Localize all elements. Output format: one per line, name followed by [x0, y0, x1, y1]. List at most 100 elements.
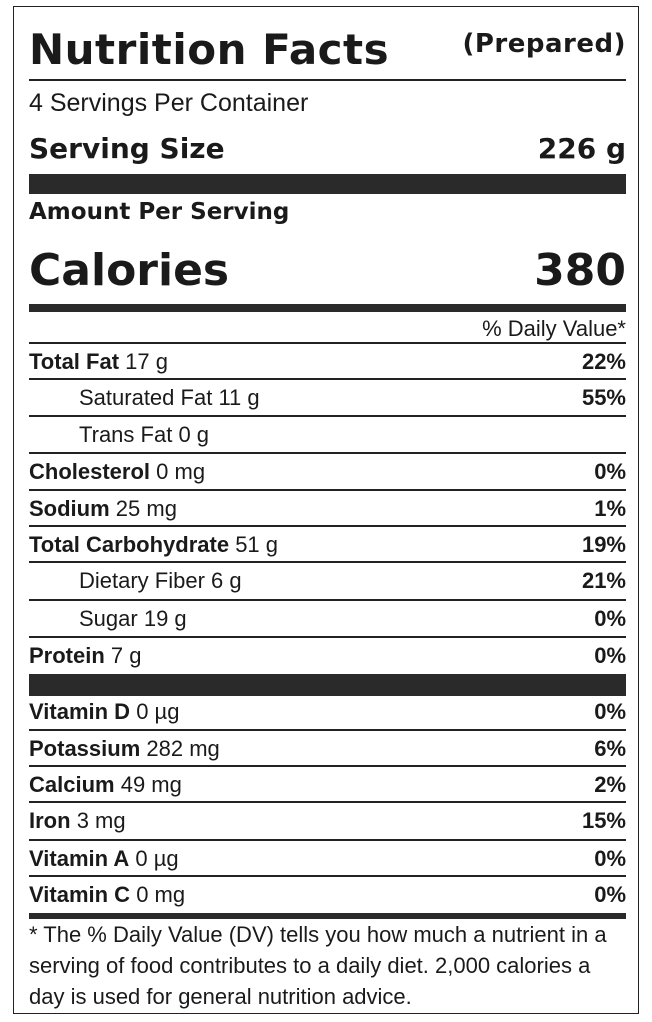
calories-row: Calories 380 [29, 239, 626, 303]
row-divider [29, 801, 626, 803]
thick-divider [29, 174, 626, 194]
row-divider [29, 452, 626, 454]
row-divider [29, 561, 626, 563]
nutrient-amount: 0 g [178, 422, 210, 447]
amount-per-serving: Amount Per Serving [29, 199, 290, 225]
nutrient-name: Total Fat [29, 349, 120, 374]
vitamin-name: Vitamin A [29, 846, 130, 871]
serving-size-value: 226 g [537, 132, 626, 165]
nutrient-name-group: Saturated Fat 11 g [29, 385, 260, 410]
vitamin-row: Calcium 49 mg 2% [29, 767, 626, 803]
footnote: * The % Daily Value (DV) tells you how m… [29, 922, 607, 1009]
nutrient-name-group: Total Fat 17 g [29, 349, 168, 374]
vitamin-daily-value: 0% [594, 699, 626, 724]
vitamin-daily-value: 6% [594, 736, 626, 761]
nutrient-name-group: Trans Fat 0 g [29, 422, 209, 447]
nutrient-name: Sugar [79, 606, 138, 631]
nutrient-amount: 0 mg [156, 459, 206, 484]
nutrient-row: Total Carbohydrate 51 g 19% [29, 527, 626, 563]
nutrient-daily-value: 55% [581, 385, 626, 410]
nutrient-amount: 17 g [125, 349, 168, 374]
nutrient-name: Saturated Fat [79, 385, 213, 410]
calories-label: Calories [29, 245, 230, 296]
nutrient-name-group: Dietary Fiber 6 g [29, 568, 242, 593]
vitamin-row: Potassium 282 mg 6% [29, 731, 626, 767]
divider [29, 79, 626, 81]
row-divider [29, 765, 626, 767]
vitamin-amount: 3 mg [76, 808, 126, 833]
nutrient-amount: 11 g [218, 385, 260, 410]
row-divider [29, 599, 626, 601]
nutrient-name: Protein [29, 643, 105, 668]
label-title: Nutrition Facts (Prepared) [29, 19, 626, 77]
nutrient-row: Sugar 19 g 0% [29, 601, 626, 637]
vitamin-name: Vitamin D [29, 699, 131, 724]
vitamin-row: Vitamin C 0 mg 0% [29, 877, 626, 913]
vitamin-daily-value: 15% [581, 808, 626, 833]
vitamin-amount: 49 mg [120, 772, 182, 797]
row-divider [29, 525, 626, 527]
nutrient-daily-value: 19% [581, 532, 626, 557]
title-subtitle: (Prepared) [462, 29, 626, 59]
nutrient-name-group: Cholesterol 0 mg [29, 459, 205, 484]
title-text: Nutrition Facts [29, 25, 390, 74]
nutrient-name-group: Sodium 25 mg [29, 496, 177, 521]
nutrient-name-group: Sugar 19 g [29, 606, 187, 631]
vitamin-row: Iron 3 mg 15% [29, 803, 626, 839]
row-divider [29, 636, 626, 638]
row-divider [29, 839, 626, 841]
nutrient-row: Dietary Fiber 6 g 21% [29, 563, 626, 599]
vitamin-daily-value: 2% [594, 772, 626, 797]
vitamin-name: Calcium [29, 772, 115, 797]
row-divider [29, 489, 626, 491]
nutrient-daily-value: 0% [594, 643, 626, 668]
row-divider [29, 875, 626, 877]
vitamin-amount: 0 µg [135, 846, 179, 871]
serving-size: Serving Size 226 g [29, 129, 626, 169]
nutrient-amount: 25 mg [115, 496, 177, 521]
nutrient-row: Total Fat 17 g 22% [29, 344, 626, 380]
nutrient-name: Sodium [29, 496, 110, 521]
vitamin-daily-value: 0% [594, 846, 626, 871]
row-divider [29, 342, 626, 344]
nutrition-label: Nutrition Facts (Prepared) 4 Servings Pe… [13, 6, 639, 1014]
daily-value-header: % Daily Value* [482, 316, 626, 341]
nutrient-row: Trans Fat 0 g [29, 417, 626, 453]
servings-per-container: 4 Servings Per Container [29, 89, 309, 117]
vitamin-name: Potassium [29, 736, 141, 761]
nutrient-amount: 51 g [235, 532, 279, 557]
nutrient-name: Total Carbohydrate [29, 532, 230, 557]
nutrient-daily-value: 22% [581, 349, 626, 374]
vitamin-amount: 282 mg [146, 736, 220, 761]
nutrition-label-body: Nutrition Facts (Prepared) 4 Servings Pe… [29, 7, 626, 1013]
nutrient-row: Sodium 25 mg 1% [29, 491, 626, 527]
nutrient-name: Dietary Fiber [79, 568, 205, 593]
vitamin-row: Vitamin D 0 µg 0% [29, 694, 626, 730]
nutrient-name: Cholesterol [29, 459, 151, 484]
row-divider [29, 378, 626, 380]
nutrient-name-group: Protein 7 g [29, 643, 142, 668]
vitamin-name: Vitamin C [29, 882, 131, 907]
nutrient-daily-value: 0% [594, 606, 626, 631]
nutrient-row: Protein 7 g 0% [29, 638, 626, 674]
vitamin-row: Vitamin A 0 µg 0% [29, 841, 626, 877]
footnote-divider [29, 913, 626, 919]
nutrient-amount: 6 g [211, 568, 242, 593]
nutrient-daily-value: 1% [594, 496, 626, 521]
vitamin-amount: 0 mg [136, 882, 186, 907]
nutrient-name-group: Total Carbohydrate 51 g [29, 532, 278, 557]
calories-value: 380 [534, 245, 626, 296]
nutrient-row: Cholesterol 0 mg 0% [29, 454, 626, 490]
nutrient-row: Saturated Fat 11 g 55% [29, 380, 626, 416]
medium-divider [29, 304, 626, 312]
row-divider [29, 729, 626, 731]
vitamin-name: Iron [29, 808, 71, 833]
thick-divider-vitamins [29, 674, 626, 696]
row-divider [29, 415, 626, 417]
nutrient-name: Trans Fat [79, 422, 173, 447]
nutrient-daily-value: 21% [581, 568, 626, 593]
nutrient-daily-value: 0% [594, 459, 626, 484]
serving-size-label: Serving Size [29, 132, 225, 165]
vitamin-daily-value: 0% [594, 882, 626, 907]
vitamin-amount: 0 µg [136, 699, 180, 724]
